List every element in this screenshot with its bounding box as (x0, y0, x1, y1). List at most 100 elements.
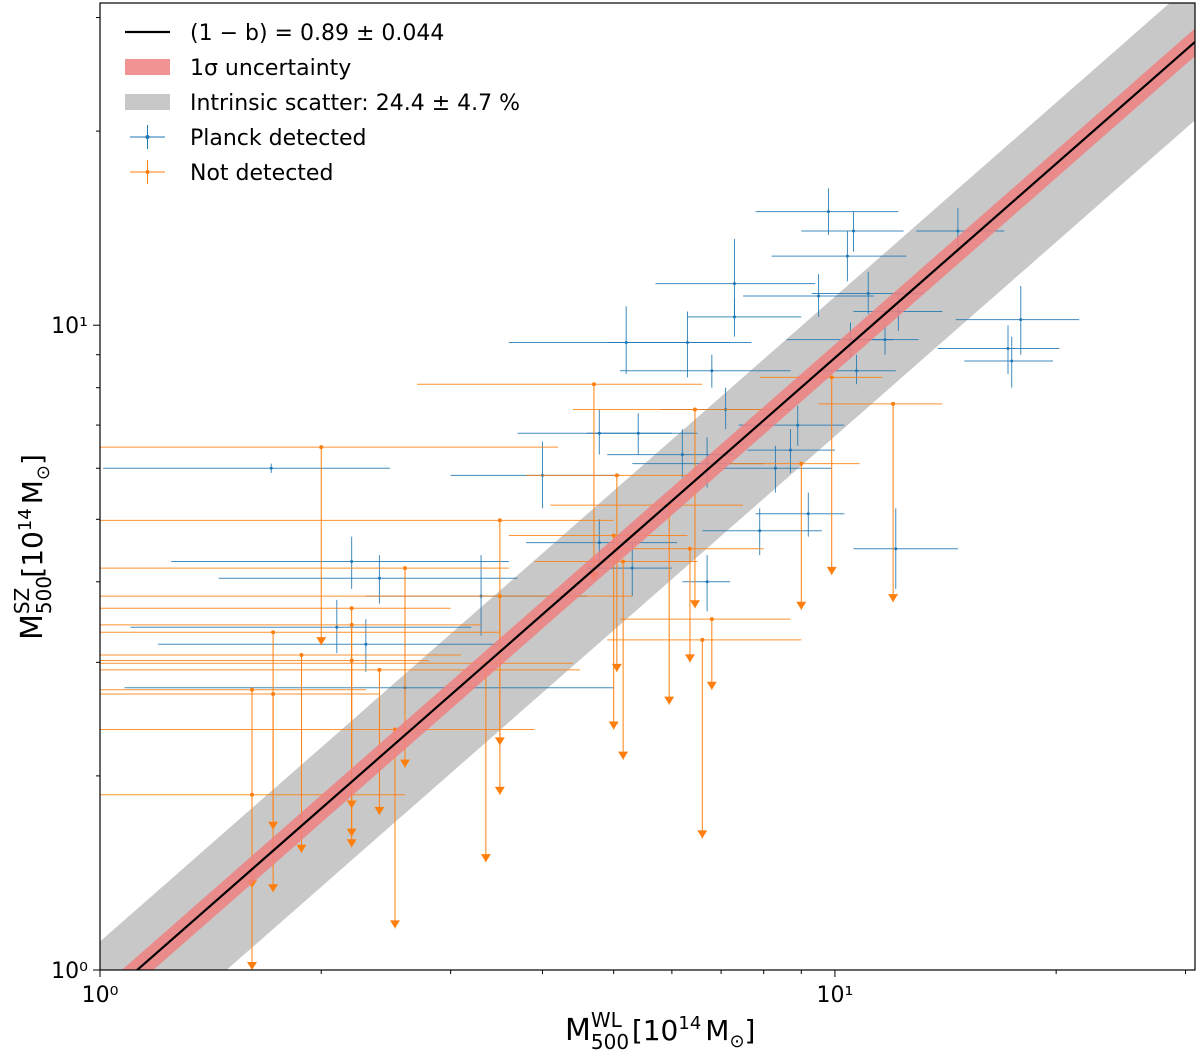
upper-limit-arrow (608, 721, 619, 730)
ylabel-part: ] (16, 454, 49, 465)
point (621, 559, 626, 564)
point (1019, 318, 1023, 322)
legend-label: Intrinsic scatter: 24.4 ± 4.7 % (190, 91, 520, 116)
point (826, 210, 830, 214)
point (271, 691, 276, 696)
legend-label: Planck detected (190, 126, 367, 151)
point (1006, 347, 1010, 351)
upper-limit-arrow (346, 800, 357, 809)
point (591, 382, 596, 387)
point (956, 229, 960, 233)
upper-limit-arrow (618, 751, 629, 760)
point (636, 431, 640, 435)
ylabel-part: 500 (32, 576, 56, 614)
xlabel-part: 500 (591, 1030, 629, 1054)
point (710, 369, 714, 373)
xlabel-part: ] (745, 1014, 756, 1047)
point (349, 658, 354, 663)
upper-limit-arrow (268, 884, 279, 893)
legend-label: 1σ uncertainty (190, 56, 351, 81)
point (852, 229, 856, 233)
point (614, 473, 619, 478)
ylabel-part: 14 (15, 508, 36, 531)
upper-limit-arrow (296, 844, 307, 853)
point (1010, 359, 1014, 363)
point (796, 423, 800, 427)
ylabel-part: [10 (16, 531, 49, 578)
point (680, 453, 684, 457)
upper-limit-arrow (346, 828, 357, 837)
point (630, 566, 634, 570)
point (402, 566, 407, 571)
upper-limit-arrow (888, 594, 899, 603)
upper-limit-arrow (689, 600, 700, 609)
y-tick-label: 10⁰ (51, 959, 88, 984)
point (700, 637, 705, 642)
upper-limit-arrow (796, 601, 807, 610)
point (250, 687, 255, 692)
point (377, 576, 381, 580)
x-tick-label: 10¹ (817, 983, 854, 1008)
fit-line (135, 41, 1195, 970)
legend-handle (125, 59, 170, 75)
point (687, 546, 692, 551)
point (299, 652, 304, 657)
point (271, 630, 276, 635)
point (883, 338, 887, 342)
legend-handle (145, 170, 150, 174)
point (250, 792, 255, 797)
ylabel-part: M (15, 614, 50, 640)
point (732, 282, 736, 286)
upper-limit-arrow (316, 637, 327, 646)
ylabel: M500SZ[1014M⊙] (10, 454, 56, 640)
xlabel: M500WL [1014 M⊙] (565, 1008, 755, 1054)
point (335, 625, 339, 629)
point (817, 294, 821, 298)
point (269, 466, 273, 470)
point (732, 315, 736, 319)
upper-limit-arrow (706, 681, 717, 690)
xlabel-part: M (565, 1013, 591, 1048)
point (829, 375, 834, 380)
legend-handle (145, 135, 150, 139)
point (350, 560, 354, 564)
upper-limit-arrow (664, 696, 675, 705)
ylabel-part: M (16, 480, 49, 504)
point (685, 341, 689, 345)
point (709, 617, 714, 622)
upper-limit-arrow (611, 663, 622, 672)
upper-limit-arrow (494, 786, 505, 795)
point (758, 529, 762, 533)
legend-label: (1 − b) = 0.89 ± 0.044 (190, 21, 444, 46)
xlabel-part: M (705, 1014, 729, 1047)
upper-limit-arrow (684, 654, 695, 663)
point (377, 667, 382, 672)
ylabel-part: SZ (10, 588, 34, 614)
xlabel-part: WL (591, 1008, 623, 1032)
point (891, 401, 896, 406)
point (894, 547, 898, 551)
point (866, 291, 870, 295)
point (788, 448, 792, 452)
point (705, 580, 709, 584)
upper-limit-arrow (826, 566, 837, 575)
y-tick-label: 10¹ (51, 314, 88, 339)
x-tick-label: 10⁰ (82, 983, 119, 1008)
point (773, 466, 777, 470)
uncertainty-band (121, 28, 1195, 970)
point (855, 369, 859, 373)
point (799, 461, 804, 466)
point (349, 606, 354, 611)
xlabel-part: ⊙ (729, 1031, 744, 1052)
xlabel-part: [10 (632, 1014, 679, 1047)
ylabel-part: ⊙ (33, 465, 54, 480)
point (497, 594, 502, 599)
upper-limit-arrow (697, 830, 708, 839)
point (806, 512, 810, 516)
point (845, 254, 849, 258)
plot-area (100, 3, 1195, 970)
point (364, 642, 368, 646)
point (597, 541, 601, 545)
point (319, 445, 324, 450)
